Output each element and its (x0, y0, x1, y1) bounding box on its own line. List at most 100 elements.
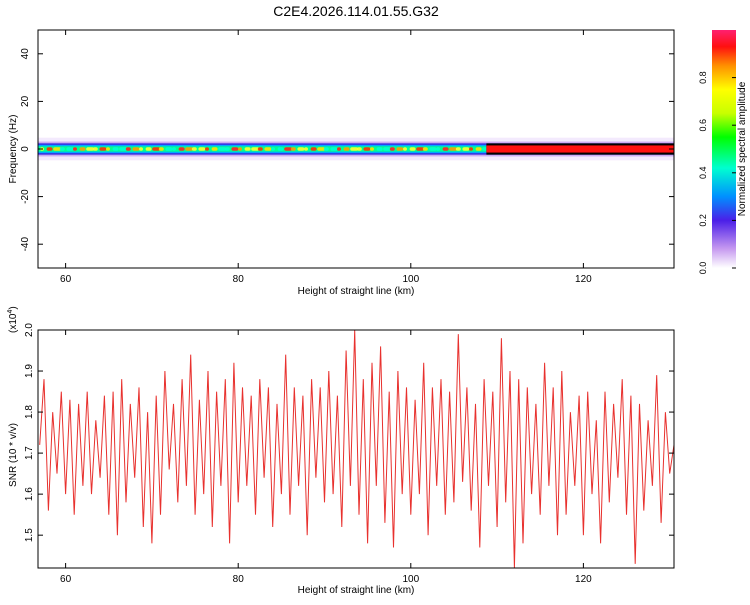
snr-x-tick-label: 100 (402, 574, 419, 585)
colorbar-tick-label: 0.8 (698, 71, 708, 84)
band-cell (376, 147, 383, 151)
band-cell (139, 147, 143, 151)
spectrogram-x-label: Height of straight line (km) (298, 286, 415, 297)
band-cell (330, 147, 338, 151)
band-cell (224, 147, 230, 151)
snr-y-multiplier: (x104) (7, 306, 19, 333)
band-cell (106, 147, 110, 151)
band-cell (403, 147, 407, 151)
band-cell (455, 147, 461, 151)
band-cell (436, 147, 440, 151)
colorbar-gradient (712, 30, 736, 268)
band-cell (238, 147, 242, 151)
band-cell (172, 147, 176, 151)
band-cell (185, 147, 194, 151)
snr-x-ticks: 60 80 100 120 (60, 330, 592, 585)
snr-y-tick-label: 1.6 (24, 487, 35, 501)
band-cell (442, 147, 449, 151)
band-cell (218, 147, 227, 151)
band-cell (264, 147, 272, 151)
figure-title: C2E4.2026.114.01.55.G32 (273, 3, 439, 19)
spectrogram-x-tick-label: 80 (233, 274, 245, 285)
spectrogram-y-tick-label: -40 (20, 237, 31, 252)
spectrogram-panel: 60 80 100 120 -40 -20 0 20 40 Height of straigh… (8, 29, 675, 297)
band-cell (277, 147, 284, 151)
snr-y-tick-label: 1.5 (24, 528, 35, 542)
spectrogram-band (38, 137, 674, 161)
band-cell (92, 147, 98, 151)
snr-multiplier-base: (x10 (8, 313, 19, 333)
snr-x-tick-label: 80 (233, 574, 245, 585)
band-cell (462, 147, 470, 151)
snr-multiplier-close: ) (8, 306, 19, 309)
band-cell (158, 147, 164, 151)
band-cell (449, 147, 458, 151)
band-cell (119, 147, 128, 151)
band-cell (290, 147, 296, 151)
colorbar-tick-label: 0.6 (698, 119, 708, 132)
band-cell (244, 147, 251, 151)
band-cell (310, 147, 317, 151)
band-cell (343, 147, 350, 151)
band-cell (337, 147, 341, 151)
spectrogram-y-tick-label: 0 (20, 146, 31, 152)
colorbar: 0.0 0.2 0.4 0.6 0.8 Normalized spectral ampl… (698, 30, 748, 274)
spectrogram-y-ticks: -40 -20 0 20 40 (20, 48, 674, 252)
snr-x-label: Height of straight line (km) (298, 585, 415, 596)
spectrogram-x-tick-label: 60 (60, 274, 72, 285)
snr-x-tick-label: 60 (60, 574, 72, 585)
colorbar-tick-label: 0.2 (698, 214, 708, 227)
colorbar-tick-label: 0.0 (698, 262, 708, 275)
spectrogram-x-tick-label: 120 (575, 274, 592, 285)
band-cell (145, 147, 152, 151)
band-cell (59, 147, 65, 151)
colorbar-ticks: 0.0 0.2 0.4 0.6 0.8 (698, 71, 736, 274)
band-cell (469, 147, 473, 151)
band-cell (46, 147, 53, 151)
band-cell (66, 147, 74, 151)
band-cell (363, 147, 371, 151)
band-cell (73, 147, 77, 151)
band-cell (370, 147, 374, 151)
band-cell (389, 147, 395, 151)
band-cell (132, 147, 140, 151)
band-cell (86, 147, 95, 151)
band-cell (409, 147, 416, 151)
spectrogram-y-tick-label: 20 (20, 95, 31, 107)
band-cell (99, 147, 107, 151)
snr-multiplier-exponent: 4 (7, 310, 14, 314)
band-cell (297, 147, 305, 151)
colorbar-label: Normalized spectral amplitude (737, 81, 748, 216)
snr-y-ticks: 1.5 1.6 1.7 1.8 1.9 2.0 (24, 323, 674, 542)
band-cell (396, 147, 404, 151)
band-cell (211, 147, 218, 151)
spectrogram-y-tick-label: 40 (20, 48, 31, 60)
band-cell (429, 147, 437, 151)
colorbar-tick-label: 0.4 (698, 167, 708, 180)
band-cell (125, 147, 131, 151)
spectrogram-y-label: Frequency (Hz) (8, 115, 19, 184)
snr-y-tick-label: 2.0 (24, 323, 35, 337)
band-cell (475, 147, 482, 151)
band-cell (356, 147, 362, 151)
band-cell (383, 147, 392, 151)
snr-x-tick-label: 120 (575, 574, 592, 585)
band-cell (257, 147, 263, 151)
snr-y-tick-label: 1.9 (24, 364, 35, 378)
band-cell (251, 147, 260, 151)
band-cell (198, 147, 206, 151)
band-cell (284, 147, 293, 151)
band-cell (53, 147, 62, 151)
band-cell (112, 147, 119, 151)
snr-panel: 60 80 100 120 1.5 1.6 1.7 1.8 1.9 2.0 Height of … (7, 306, 675, 596)
spectrogram-x-ticks: 60 80 100 120 (60, 30, 592, 285)
band-cell (304, 147, 308, 151)
band-cell (165, 147, 173, 151)
band-cell (205, 147, 209, 151)
band-cell (350, 147, 359, 151)
band-core (486, 145, 674, 153)
band-cell (422, 147, 428, 151)
snr-y-label: SNR (10 * v/v) (8, 423, 19, 487)
band-cell (416, 147, 425, 151)
